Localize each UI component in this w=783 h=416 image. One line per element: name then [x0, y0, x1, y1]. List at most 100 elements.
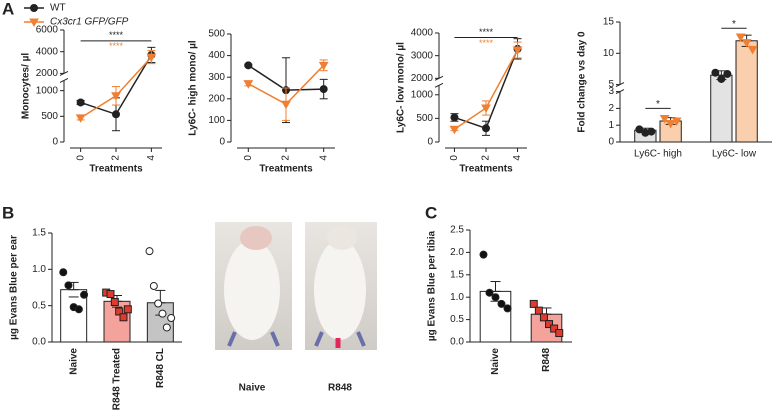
point	[74, 305, 83, 314]
point	[149, 282, 158, 291]
point	[146, 53, 157, 63]
point	[482, 124, 490, 133]
point	[723, 69, 732, 78]
y-tick-label: 1.5	[32, 228, 46, 239]
significance-label: ****	[479, 27, 494, 37]
point	[119, 313, 128, 322]
y-tick-label: 0	[52, 137, 58, 148]
point	[647, 127, 656, 136]
y-tick-label: 300	[208, 72, 225, 83]
photo-r848	[305, 222, 377, 350]
x-tick-label: Naive	[490, 348, 501, 375]
point	[244, 61, 253, 70]
y-axis-title: µg Evans Blue per tibia	[427, 230, 438, 341]
y-tick-label: 100	[208, 115, 225, 126]
y-tick-label: 1.0	[32, 264, 46, 275]
y-tick-label: 4000	[411, 28, 434, 39]
panel-label: B	[2, 203, 14, 222]
y-tick-label: 500	[208, 29, 225, 40]
x-tick-label: 4	[318, 155, 329, 161]
point	[503, 304, 512, 313]
x-axis-title: Treatments	[259, 164, 313, 175]
x-tick-label: R848 Treated	[112, 348, 123, 410]
legend-label: Cx3cr1 GFP/GFP	[50, 17, 129, 28]
y-tick-label: 1.5	[450, 269, 464, 280]
x-tick-label: 2	[281, 155, 292, 161]
point	[534, 306, 543, 315]
series-line	[454, 49, 519, 130]
x-tick-label: 0	[75, 155, 86, 161]
point	[485, 288, 494, 297]
significance-label: *	[732, 19, 736, 30]
point	[154, 299, 163, 308]
point	[115, 307, 124, 316]
significance-label: ****	[109, 41, 124, 51]
y-axis-title: Monocytes/ µl	[21, 53, 32, 120]
y-tick-label: 15	[603, 17, 615, 28]
point	[665, 120, 676, 129]
legend-label: WT	[50, 3, 66, 14]
photo-naive	[215, 222, 292, 350]
y-axis-title: Ly6C- low mono/ µl	[396, 42, 407, 133]
point	[747, 46, 758, 55]
y-tick-label: 0	[608, 137, 614, 148]
y-tick-label: 2	[608, 103, 614, 114]
point	[123, 305, 132, 314]
significance-label: *	[656, 99, 660, 110]
y-tick-label: 10	[603, 48, 615, 59]
point	[481, 104, 491, 113]
point	[318, 61, 329, 71]
y-axis-title: µg Evans Blue per ear	[9, 235, 20, 340]
y-tick-label: 2.5	[450, 225, 464, 236]
y-tick-label: 400	[208, 50, 225, 61]
y-tick-label: 6000	[36, 25, 59, 36]
point	[59, 268, 68, 277]
point	[635, 125, 644, 134]
point	[491, 293, 500, 302]
x-tick-label: Ly6C- high	[634, 149, 682, 160]
photo-label: Naive	[239, 383, 266, 394]
point	[717, 74, 726, 83]
y-tick-label: 1	[608, 120, 614, 131]
y-tick-label: 0.0	[450, 337, 464, 348]
x-axis-title: Treatments	[459, 164, 513, 175]
point	[450, 113, 459, 122]
point	[112, 110, 120, 119]
x-axis-title: Treatments	[89, 164, 143, 175]
point	[671, 117, 682, 127]
significance-label: ****	[479, 38, 494, 48]
point	[659, 114, 670, 124]
series-line	[454, 48, 519, 130]
y-tick-label: 2.0	[450, 247, 464, 258]
y-tick-label: 4000	[36, 46, 59, 57]
y-tick-label: 1.0	[450, 292, 464, 303]
x-tick-label: 4	[512, 155, 523, 161]
y-axis-title: Fold change vs day 0	[577, 31, 588, 133]
point	[539, 313, 548, 322]
point	[555, 329, 564, 338]
point	[75, 114, 86, 123]
point	[111, 92, 121, 101]
y-tick-label: 3	[608, 86, 614, 97]
y-tick-label: 500	[41, 111, 58, 122]
point	[243, 80, 254, 89]
point	[80, 290, 89, 299]
y-tick-label: 0.5	[450, 314, 464, 325]
point	[741, 39, 752, 48]
y-tick-label: 200	[208, 93, 225, 104]
y-tick-label: 500	[416, 113, 433, 124]
bar	[60, 289, 88, 343]
y-tick-label: 2000	[36, 68, 59, 79]
significance-label: ****	[109, 30, 124, 40]
panel-label: A	[2, 0, 14, 18]
bar	[710, 74, 733, 143]
axis-break	[434, 82, 444, 88]
y-tick-label: 1000	[411, 89, 434, 100]
photo-label: R848	[328, 383, 352, 394]
y-tick-label: 0.0	[32, 337, 46, 348]
point	[281, 100, 291, 110]
point	[449, 125, 460, 135]
x-tick-label: 0	[243, 155, 254, 161]
bar	[146, 302, 174, 343]
